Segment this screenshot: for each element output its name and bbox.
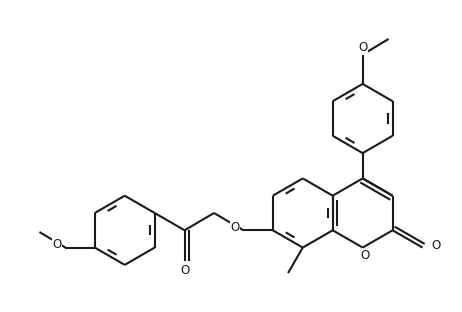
Text: O: O (231, 221, 240, 234)
Text: O: O (180, 264, 189, 277)
Text: O: O (52, 238, 61, 251)
Text: O: O (358, 41, 367, 55)
Text: O: O (360, 250, 369, 262)
Text: O: O (431, 239, 440, 252)
